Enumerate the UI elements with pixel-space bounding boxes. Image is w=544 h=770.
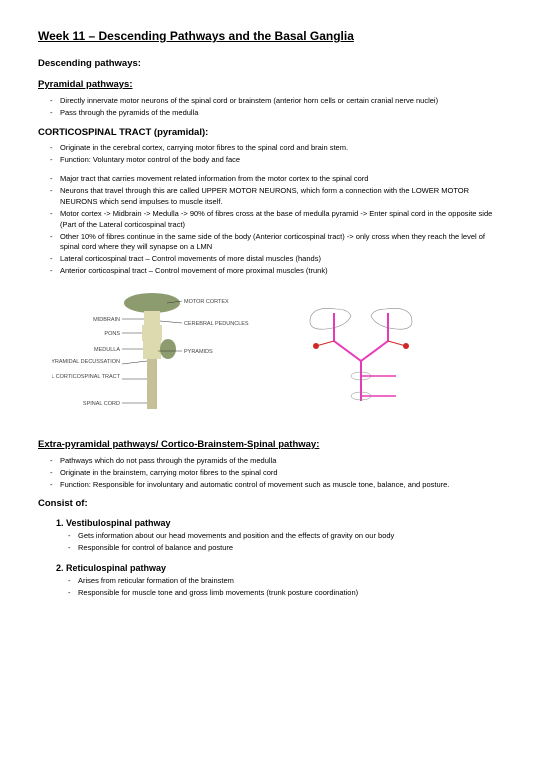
item-number: 1. [56,518,64,528]
bullet-item: Responsible for control of balance and p… [78,543,506,554]
bullet-item: Motor cortex -> Midbrain -> Medulla -> 9… [60,209,506,231]
spinal-cord-shape [147,359,157,409]
corticospinal-bullets-b: Major tract that carries movement relate… [38,174,506,277]
bullet-item: Other 10% of fibres continue in the same… [60,232,506,254]
diagram-label: PYRAMIDAL DECUSSATION [52,359,120,365]
consist-item-1: 1. Vestibulospinal pathway Gets informat… [56,517,506,554]
brain-outline [371,308,412,329]
midbrain-shape [144,311,160,325]
label-line [122,361,147,364]
cerebellum-shape [160,339,176,359]
diagram-label: PONS [104,331,120,337]
bullet-item: Gets information about our head movement… [78,531,506,542]
diagram-label: LATERAL CORTICOSPINAL TRACT [52,374,121,380]
extra-bullets: Pathways which do not pass through the p… [38,456,506,491]
consist-item-heading: 1. Vestibulospinal pathway [56,517,506,529]
brain-outline [310,308,351,329]
consist-list: 1. Vestibulospinal pathway Gets informat… [38,517,506,599]
diagram-label: MOTOR CORTEX [184,299,229,305]
heading-consist-of: Consist of: [38,498,506,511]
diagram-row: MOTOR CORTEX MIDBRAIN CEREBRAL PEDUNCLES… [52,291,506,421]
consist-item-2: 2. Reticulospinal pathway Arises from re… [56,562,506,599]
corticospinal-bullets-a: Originate in the cerebral cortex, carryi… [38,143,506,166]
diagram-label: CEREBRAL PEDUNCLES [184,321,249,327]
item-title: Vestibulospinal pathway [66,518,171,528]
bullet-item: Pass through the pyramids of the medulla [60,108,506,119]
bullet-item: Directly innervate motor neurons of the … [60,96,506,107]
pyramidal-bullets: Directly innervate motor neurons of the … [38,96,506,119]
diagram-label: PYRAMIDS [184,349,213,355]
tract-line-magenta [334,313,361,401]
heading-corticospinal: CORTICOSPINAL TRACT (pyramidal): [38,127,506,140]
marker-line [316,341,334,346]
item-number: 2. [56,563,64,573]
medulla-shape [143,341,161,359]
bullet-item: Pathways which do not pass through the p… [60,456,506,467]
bullet-item: Function: Responsible for involuntary an… [60,480,506,491]
consist-item-heading: 2. Reticulospinal pathway [56,562,506,574]
tract-diagram [276,301,446,411]
bullet-item: Originate in the brainstem, carrying mot… [60,468,506,479]
brainstem-diagram: MOTOR CORTEX MIDBRAIN CEREBRAL PEDUNCLES… [52,291,252,421]
label-line [160,321,182,323]
bullet-item: Responsible for muscle tone and gross li… [78,588,506,599]
heading-descending: Descending pathways: [38,58,506,71]
diagram-label: MIDBRAIN [93,317,120,323]
item-title: Reticulospinal pathway [66,563,166,573]
diagram-label: MEDULLA [94,347,120,353]
pons-shape [142,325,162,341]
bullet-item: Anterior corticospinal tract – Control m… [60,266,506,277]
bullet-item: Originate in the cerebral cortex, carryi… [60,143,506,154]
diagram-label: SPINAL CORD [83,401,120,407]
heading-pyramidal: Pyramidal pathways: [38,79,506,92]
marker-line [388,341,406,346]
heading-extra-pyramidal: Extra-pyramidal pathways/ Cortico-Brains… [38,439,506,452]
brain-shape [124,293,180,313]
tract-line-magenta [361,313,388,361]
bullet-item: Major tract that carries movement relate… [60,174,506,185]
bullet-item: Lateral corticospinal tract – Control mo… [60,254,506,265]
page-title: Week 11 – Descending Pathways and the Ba… [38,28,506,44]
bullet-item: Neurons that travel through this are cal… [60,186,506,208]
bullet-item: Arises from reticular formation of the b… [78,576,506,587]
bullet-item: Function: Voluntary motor control of the… [60,155,506,166]
